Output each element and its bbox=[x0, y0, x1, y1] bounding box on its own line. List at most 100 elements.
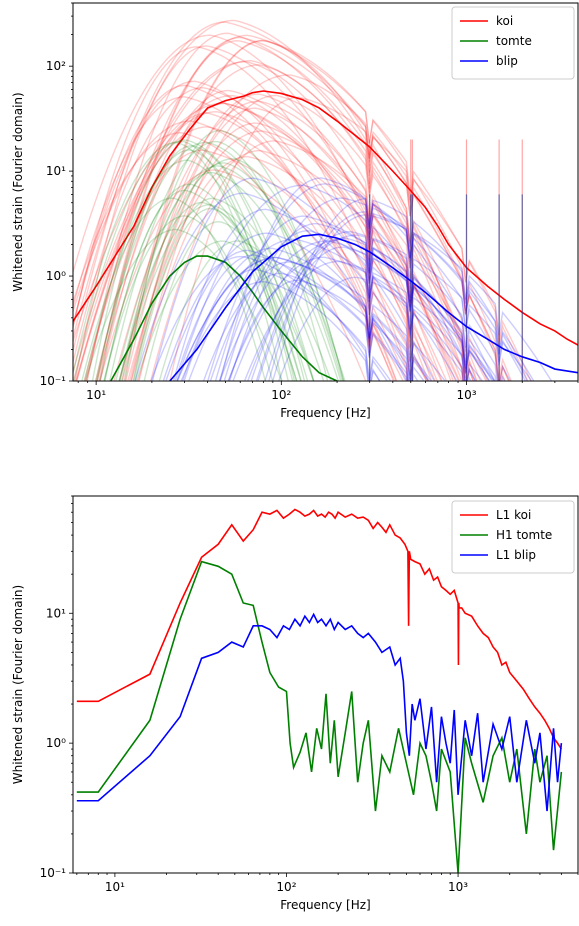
koi-trace bbox=[169, 96, 532, 381]
tomte-trace bbox=[121, 203, 315, 381]
blip-trace bbox=[202, 272, 408, 381]
blip-trace bbox=[232, 238, 477, 381]
koi-trace bbox=[73, 111, 436, 381]
blip-trace bbox=[162, 249, 381, 381]
koi-trace bbox=[130, 155, 443, 381]
x-tick-label: 10¹ bbox=[86, 388, 106, 402]
koi-trace bbox=[73, 84, 395, 381]
legend-entry: blip bbox=[496, 54, 518, 68]
tomte-trace bbox=[83, 159, 294, 381]
koi-trace bbox=[94, 89, 461, 381]
koi-trace bbox=[73, 126, 428, 381]
blip-trace bbox=[214, 183, 512, 381]
tomte-trace bbox=[96, 149, 296, 381]
koi-trace bbox=[73, 102, 448, 381]
plot-area bbox=[73, 19, 578, 381]
tomte-trace bbox=[73, 140, 289, 381]
legend-entry: L1 koi bbox=[496, 508, 531, 522]
koi-trace bbox=[73, 96, 408, 381]
blip-trace bbox=[227, 279, 425, 381]
y-tick-label: 10⁻¹ bbox=[40, 374, 67, 388]
koi-trace bbox=[99, 102, 460, 381]
blip-trace bbox=[150, 255, 388, 381]
koi-trace bbox=[98, 40, 489, 381]
blip-trace bbox=[207, 215, 490, 381]
blip-trace bbox=[151, 177, 435, 381]
tomte-trace bbox=[115, 165, 346, 381]
koi-trace bbox=[121, 39, 512, 381]
blip-trace bbox=[223, 222, 497, 381]
blip-trace bbox=[219, 177, 496, 381]
tomte-trace bbox=[81, 197, 267, 381]
tomte-trace bbox=[124, 129, 345, 381]
koi-trace bbox=[127, 130, 464, 381]
koi-mean-line bbox=[73, 90, 578, 346]
koi-trace bbox=[118, 74, 506, 381]
koi-trace bbox=[85, 34, 529, 381]
blip-trace bbox=[180, 280, 381, 381]
tomte-trace bbox=[118, 158, 345, 381]
tomte-trace bbox=[109, 140, 329, 381]
top-chart: 10¹ 10² 10³ 10⁻¹ 10⁰ 10¹ 10² Frequency [Hz] Whit… bbox=[11, 2, 579, 420]
blip-trace bbox=[134, 192, 407, 381]
koi-trace bbox=[137, 149, 464, 381]
tomte-trace bbox=[95, 141, 342, 381]
blip-trace bbox=[257, 246, 491, 381]
legend-entry: H1 tomte bbox=[496, 528, 552, 542]
blip-trace bbox=[176, 184, 476, 381]
plot-area bbox=[76, 508, 563, 873]
tomte-trace bbox=[91, 139, 315, 381]
blip-trace bbox=[268, 198, 529, 381]
koi-trace bbox=[73, 34, 433, 381]
y-tick-label: 10⁰ bbox=[46, 736, 66, 750]
koi-trace bbox=[85, 112, 397, 381]
blip-trace bbox=[165, 232, 414, 381]
tomte-trace bbox=[143, 220, 309, 381]
blip-trace bbox=[174, 254, 408, 381]
tomte-trace bbox=[84, 228, 283, 381]
koi-trace bbox=[138, 94, 474, 381]
tomte-mean-line bbox=[110, 255, 338, 381]
tomte-trace bbox=[133, 197, 325, 381]
x-tick-label: 10² bbox=[271, 388, 291, 402]
blip-mean-line bbox=[169, 233, 578, 381]
koi-trace bbox=[99, 169, 404, 381]
koi-trace bbox=[73, 46, 409, 381]
l1-blip-line bbox=[76, 612, 563, 812]
x-axis-label: Frequency [Hz] bbox=[280, 406, 371, 420]
legend-entry: tomte bbox=[496, 34, 532, 48]
koi-trace bbox=[96, 64, 464, 381]
tomte-trace bbox=[103, 215, 274, 381]
koi-trace bbox=[73, 80, 398, 381]
tomte-trace bbox=[158, 240, 332, 381]
tomte-trace bbox=[104, 189, 298, 381]
koi-trace bbox=[128, 122, 438, 381]
koi-trace bbox=[96, 36, 510, 381]
x-tick-label: 10¹ bbox=[105, 880, 125, 894]
koi-trace bbox=[73, 132, 367, 381]
blip-trace bbox=[176, 256, 430, 381]
axes-frame bbox=[72, 495, 579, 874]
legend: koi tomte blip bbox=[451, 6, 575, 80]
koi-trace bbox=[123, 39, 474, 381]
koi-trace bbox=[75, 94, 430, 381]
koi-trace bbox=[125, 93, 455, 381]
legend-entry: koi bbox=[496, 14, 513, 28]
legend: L1 koi H1 tomte L1 blip bbox=[451, 500, 575, 574]
tomte-trace bbox=[119, 201, 302, 381]
y-tick-label: 10² bbox=[46, 59, 66, 73]
koi-trace bbox=[113, 100, 463, 381]
h1-tomte-line bbox=[76, 560, 563, 873]
tomte-trace bbox=[132, 162, 344, 381]
koi-trace bbox=[73, 19, 478, 381]
koi-trace bbox=[76, 59, 478, 381]
blip-trace bbox=[228, 197, 535, 381]
blip-trace bbox=[172, 208, 429, 381]
tomte-trace bbox=[99, 144, 306, 381]
koi-trace bbox=[83, 149, 428, 381]
koi-trace bbox=[130, 107, 457, 381]
x-tick-label: 10³ bbox=[456, 388, 476, 402]
legend-entry: L1 blip bbox=[496, 548, 536, 562]
axes-frame bbox=[72, 2, 579, 382]
